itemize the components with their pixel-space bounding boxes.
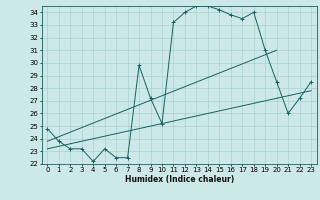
X-axis label: Humidex (Indice chaleur): Humidex (Indice chaleur) bbox=[124, 175, 234, 184]
